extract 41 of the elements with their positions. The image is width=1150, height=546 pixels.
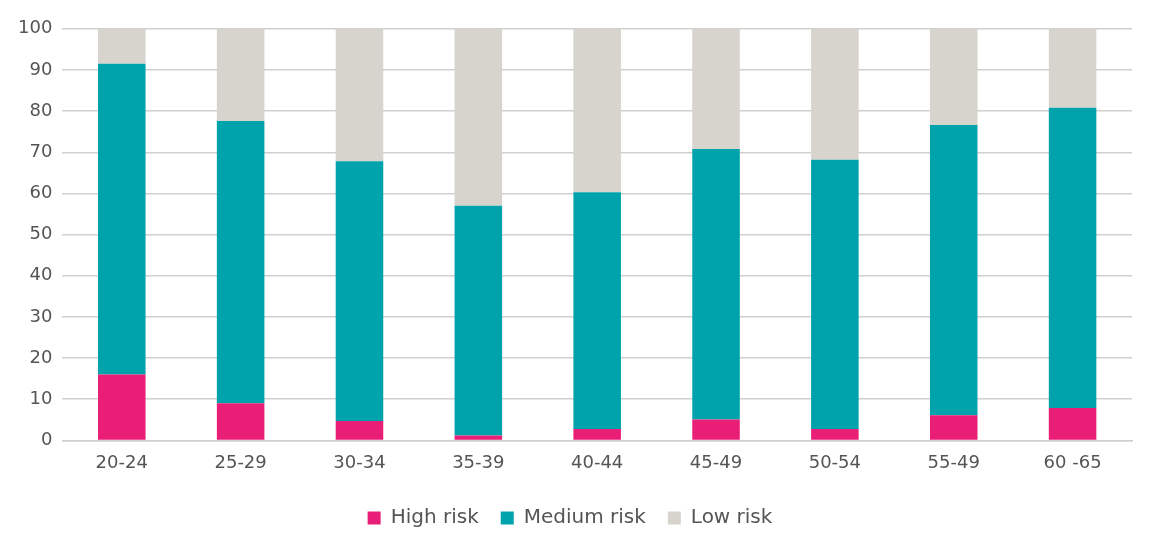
- y-tick-label: 90: [29, 57, 53, 79]
- bar: [98, 63, 146, 375]
- x-tick-label: 55-49: [927, 450, 980, 472]
- bar: [335, 421, 384, 440]
- x-tick-label: 35-39: [452, 450, 505, 472]
- legend-label: High risk: [390, 504, 480, 529]
- y-tick-label: 30: [29, 304, 53, 326]
- y-tick-label: 80: [29, 98, 53, 120]
- x-tick-label: 45-49: [689, 450, 743, 472]
- bar: [1048, 107, 1097, 408]
- y-tick-label: 70: [29, 139, 53, 161]
- legend-label: Low risk: [690, 504, 773, 529]
- bar: [573, 428, 621, 440]
- bar: [929, 415, 978, 440]
- y-tick-label: 60: [29, 181, 53, 203]
- y-tick-label: 40: [29, 263, 53, 285]
- bar: [216, 121, 265, 404]
- x-tick-label: 25-29: [214, 450, 267, 472]
- bar: [692, 148, 740, 420]
- bar: [692, 419, 740, 440]
- y-tick-label: 100: [18, 16, 53, 38]
- bar: [1048, 407, 1097, 440]
- bar: [573, 192, 621, 429]
- bar: [335, 161, 384, 422]
- bar: [454, 435, 503, 440]
- y-tick-label: 20: [29, 345, 53, 367]
- x-tick-label: 20-24: [95, 450, 148, 472]
- y-tick-label: 10: [29, 386, 53, 408]
- y-tick-label: 0: [40, 428, 53, 450]
- x-tick-label: 50-54: [808, 450, 862, 472]
- x-tick-label: 30-34: [333, 450, 386, 472]
- bar: [811, 428, 859, 440]
- legend-label: Medium risk: [523, 504, 647, 529]
- x-tick-label: 60 -65: [1043, 450, 1102, 472]
- bar: [454, 205, 503, 436]
- bar: [98, 374, 146, 440]
- bar: [216, 403, 265, 440]
- bar: [811, 159, 859, 429]
- x-tick-label: 40-44: [571, 450, 624, 472]
- y-tick-label: 50: [29, 222, 53, 244]
- bar: [929, 125, 978, 416]
